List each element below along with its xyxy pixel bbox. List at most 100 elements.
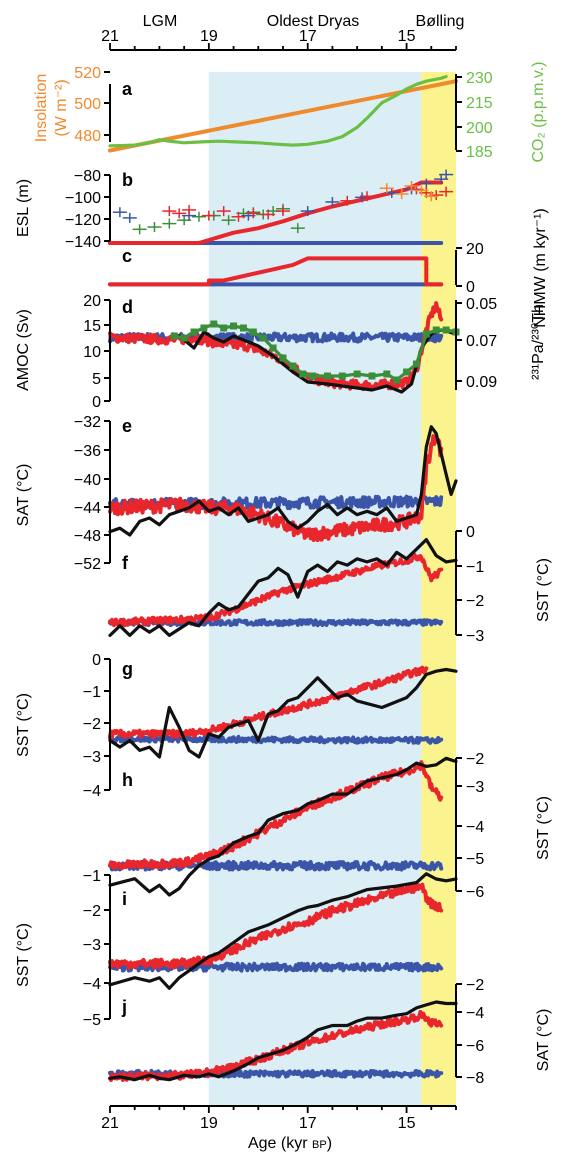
esl-point-orange-1 bbox=[394, 188, 409, 199]
ylabel-right-j: SAT (°C) bbox=[535, 1009, 552, 1072]
series-e-red bbox=[108, 434, 444, 543]
series-g-blue bbox=[108, 734, 444, 745]
panel-letter-c: c bbox=[122, 246, 132, 266]
ylabel-right-a: CO₂ (p.p.m.v.) bbox=[530, 61, 547, 162]
panel-i bbox=[108, 872, 458, 990]
series-d-black bbox=[177, 328, 458, 394]
marker-d-0 bbox=[170, 332, 178, 340]
marker-d-23 bbox=[422, 330, 430, 338]
marker-d-1 bbox=[180, 334, 188, 342]
tick-label-e-left-4: −48 bbox=[74, 528, 101, 545]
series-j-blue bbox=[108, 1068, 444, 1079]
top-label-bolling: Bølling bbox=[416, 13, 465, 30]
tick-label-a-left-2: 480 bbox=[74, 128, 101, 145]
tick-label-a-left-0: 520 bbox=[74, 65, 101, 82]
x-tick-label-top-3: 15 bbox=[398, 28, 416, 45]
marker-d-17 bbox=[353, 370, 361, 378]
series-g-black bbox=[108, 667, 458, 759]
tick-label-i-left-2: −3 bbox=[83, 937, 101, 954]
tick-label-f-right-2: −2 bbox=[466, 593, 484, 610]
esl-point-red-6 bbox=[246, 208, 261, 219]
tick-label-i-left-0: −1 bbox=[83, 868, 101, 885]
ylabel-a-1: (W m⁻²) bbox=[53, 79, 70, 136]
tick-label-a-right-1: 215 bbox=[466, 95, 493, 112]
series-a-lgreen bbox=[108, 74, 448, 148]
series-h-black bbox=[108, 756, 458, 897]
tick-label-e-left-0: −32 bbox=[74, 414, 101, 431]
tick-label-i-left-1: −2 bbox=[83, 903, 101, 920]
tick-label-g-left-3: −3 bbox=[83, 749, 101, 766]
esl-point-red-4 bbox=[216, 206, 231, 217]
x-tick-label-top-1: 19 bbox=[200, 28, 218, 45]
marker-d-19 bbox=[383, 370, 391, 378]
x-axis-label: Age (kyr BP) bbox=[248, 1135, 332, 1152]
esl-point-red-5 bbox=[231, 211, 246, 222]
tick-label-g-left-4: −4 bbox=[83, 783, 101, 800]
panel-letter-a: a bbox=[122, 79, 133, 99]
marker-d-3 bbox=[200, 324, 208, 332]
series-i-black bbox=[108, 872, 458, 990]
tick-label-d-left-3: 5 bbox=[92, 371, 101, 388]
marker-d-25 bbox=[442, 326, 450, 334]
marker-d-7 bbox=[239, 324, 247, 332]
panel-e bbox=[108, 425, 458, 543]
panel-letter-b: b bbox=[122, 170, 133, 190]
tick-label-b-left-2: −120 bbox=[65, 212, 101, 229]
esl-point-green-4 bbox=[191, 211, 206, 222]
esl-point-green-6 bbox=[221, 215, 236, 226]
tick-label-c-right-1: 0 bbox=[466, 279, 475, 296]
series-h-red bbox=[108, 760, 444, 871]
tick-label-j-right-3: −8 bbox=[466, 1070, 484, 1087]
esl-point-orange-4 bbox=[424, 191, 439, 202]
esl-point-blue-11 bbox=[439, 169, 454, 180]
tick-label-a-left-1: 500 bbox=[74, 96, 101, 113]
marker-d-20 bbox=[393, 376, 401, 384]
tick-label-h-right-3: −5 bbox=[466, 851, 484, 868]
x-tick-label-top-2: 17 bbox=[299, 28, 317, 45]
marker-d-21 bbox=[403, 368, 411, 376]
panel-letter-j: j bbox=[121, 997, 127, 1017]
top-label-lgm: LGM bbox=[143, 13, 178, 30]
tick-label-g-left-0: 0 bbox=[92, 652, 101, 669]
tick-label-f-right-0: 0 bbox=[466, 524, 475, 541]
tick-label-b-left-1: −100 bbox=[65, 190, 101, 207]
tick-label-d-left-2: 10 bbox=[83, 344, 101, 361]
marker-d-6 bbox=[230, 322, 238, 330]
tick-label-a-right-2: 200 bbox=[466, 120, 493, 137]
ylabel-e-0: SAT (°C) bbox=[15, 464, 32, 527]
esl-point-green-2 bbox=[162, 218, 177, 229]
series-c-red bbox=[108, 256, 444, 287]
tick-label-e-left-1: −36 bbox=[74, 443, 101, 460]
tick-label-a-right-0: 230 bbox=[466, 70, 493, 87]
ylabel-g-0: SST (°C) bbox=[15, 693, 32, 757]
tick-label-b-left-0: −80 bbox=[74, 168, 101, 185]
tick-label-j-right-1: −4 bbox=[466, 1005, 484, 1022]
panel-letter-e: e bbox=[122, 416, 132, 436]
tick-label-d-right-0: 0.05 bbox=[466, 296, 497, 313]
ylabel-b-0: ESL (m) bbox=[15, 179, 32, 237]
esl-point-red-10 bbox=[360, 191, 375, 202]
tick-label-j-right-0: −2 bbox=[466, 977, 484, 994]
tick-label-d-left-4: 0 bbox=[92, 394, 101, 411]
esl-point-orange-0 bbox=[379, 183, 394, 194]
ylabel-i-0: SST (°C) bbox=[15, 923, 32, 987]
series-d-blue bbox=[108, 331, 444, 344]
esl-point-green-1 bbox=[147, 222, 162, 233]
tick-label-g-left-1: −1 bbox=[83, 684, 101, 701]
x-tick-label-bottom-2: 17 bbox=[299, 1115, 317, 1132]
marker-d-4 bbox=[210, 320, 218, 328]
panel-f bbox=[108, 537, 458, 638]
esl-point-green-12 bbox=[290, 223, 305, 234]
tick-label-e-left-3: −44 bbox=[74, 500, 101, 517]
top-label-oldest-dryas: Oldest Dryas bbox=[267, 13, 359, 30]
marker-d-10 bbox=[269, 344, 277, 352]
tick-label-d-right-1: 0.07 bbox=[466, 333, 497, 350]
tick-label-e-left-2: −40 bbox=[74, 472, 101, 489]
tick-label-d-left-0: 20 bbox=[83, 293, 101, 310]
tick-label-g-left-2: −2 bbox=[83, 716, 101, 733]
tick-label-h-right-1: −3 bbox=[466, 779, 484, 796]
shading-oldest-dryas bbox=[208, 72, 422, 1106]
series-b-red bbox=[108, 180, 444, 245]
esl-point-red-7 bbox=[261, 209, 276, 220]
